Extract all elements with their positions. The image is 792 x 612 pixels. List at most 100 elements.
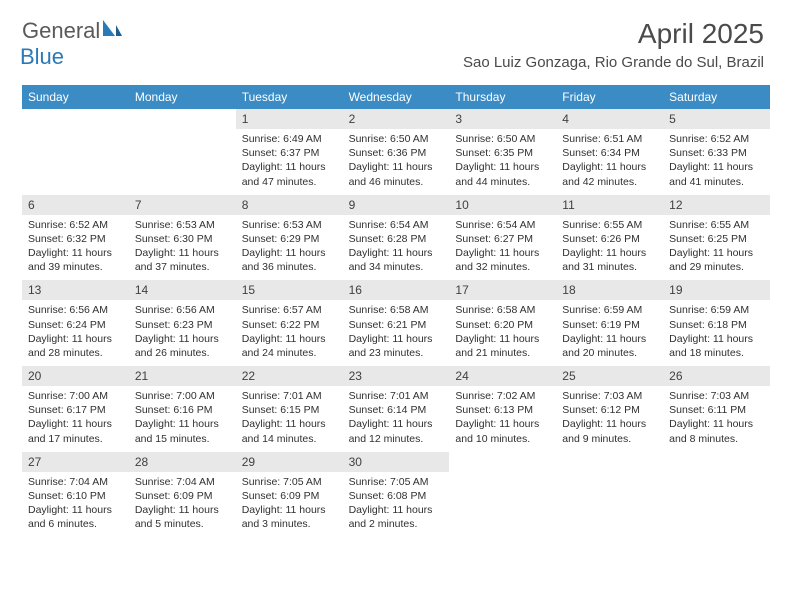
day-body: Sunrise: 6:50 AMSunset: 6:35 PMDaylight:… [449, 129, 556, 195]
day-body: Sunrise: 6:52 AMSunset: 6:32 PMDaylight:… [22, 215, 129, 281]
day-cell: 9Sunrise: 6:54 AMSunset: 6:28 PMDaylight… [343, 195, 450, 281]
daylight-text: Daylight: 11 hours and 47 minutes. [242, 160, 337, 188]
day-cell: 26Sunrise: 7:03 AMSunset: 6:11 PMDayligh… [663, 366, 770, 452]
header: General April 2025 Sao Luiz Gonzaga, Rio… [0, 0, 792, 75]
day-number: 13 [22, 280, 129, 300]
sunset-text: Sunset: 6:34 PM [562, 146, 657, 160]
sunset-text: Sunset: 6:18 PM [669, 318, 764, 332]
day-body: Sunrise: 6:55 AMSunset: 6:26 PMDaylight:… [556, 215, 663, 281]
week-row: 6Sunrise: 6:52 AMSunset: 6:32 PMDaylight… [22, 195, 770, 281]
day-number: 8 [236, 195, 343, 215]
sunrise-text: Sunrise: 7:02 AM [455, 389, 550, 403]
daylight-text: Daylight: 11 hours and 46 minutes. [349, 160, 444, 188]
day-number: 10 [449, 195, 556, 215]
sunrise-text: Sunrise: 6:50 AM [455, 132, 550, 146]
day-body: Sunrise: 7:00 AMSunset: 6:17 PMDaylight:… [22, 386, 129, 452]
daylight-text: Daylight: 11 hours and 24 minutes. [242, 332, 337, 360]
day-cell: 14Sunrise: 6:56 AMSunset: 6:23 PMDayligh… [129, 280, 236, 366]
day-cell [449, 452, 556, 538]
day-cell [22, 109, 129, 195]
daylight-text: Daylight: 11 hours and 44 minutes. [455, 160, 550, 188]
day-number: 3 [449, 109, 556, 129]
daylight-text: Daylight: 11 hours and 3 minutes. [242, 503, 337, 531]
day-cell: 7Sunrise: 6:53 AMSunset: 6:30 PMDaylight… [129, 195, 236, 281]
day-number: 4 [556, 109, 663, 129]
day-body: Sunrise: 6:51 AMSunset: 6:34 PMDaylight:… [556, 129, 663, 195]
weekday-header: Wednesday [343, 85, 450, 109]
daylight-text: Daylight: 11 hours and 36 minutes. [242, 246, 337, 274]
sunset-text: Sunset: 6:17 PM [28, 403, 123, 417]
day-number: 16 [343, 280, 450, 300]
sunset-text: Sunset: 6:29 PM [242, 232, 337, 246]
sunset-text: Sunset: 6:22 PM [242, 318, 337, 332]
week-row: 27Sunrise: 7:04 AMSunset: 6:10 PMDayligh… [22, 452, 770, 538]
sunset-text: Sunset: 6:14 PM [349, 403, 444, 417]
sunset-text: Sunset: 6:13 PM [455, 403, 550, 417]
sunrise-text: Sunrise: 6:54 AM [455, 218, 550, 232]
day-body: Sunrise: 7:05 AMSunset: 6:09 PMDaylight:… [236, 472, 343, 538]
weekday-header: Monday [129, 85, 236, 109]
sunset-text: Sunset: 6:33 PM [669, 146, 764, 160]
day-number: 11 [556, 195, 663, 215]
sunrise-text: Sunrise: 6:59 AM [562, 303, 657, 317]
weekday-header-row: SundayMondayTuesdayWednesdayThursdayFrid… [22, 85, 770, 109]
week-row: 1Sunrise: 6:49 AMSunset: 6:37 PMDaylight… [22, 109, 770, 195]
sunset-text: Sunset: 6:26 PM [562, 232, 657, 246]
weekday-header: Sunday [22, 85, 129, 109]
day-number: 23 [343, 366, 450, 386]
daylight-text: Daylight: 11 hours and 18 minutes. [669, 332, 764, 360]
sunrise-text: Sunrise: 6:52 AM [669, 132, 764, 146]
day-cell: 12Sunrise: 6:55 AMSunset: 6:25 PMDayligh… [663, 195, 770, 281]
logo-text-general: General [22, 18, 100, 44]
day-number: 21 [129, 366, 236, 386]
day-cell: 19Sunrise: 6:59 AMSunset: 6:18 PMDayligh… [663, 280, 770, 366]
sunset-text: Sunset: 6:12 PM [562, 403, 657, 417]
day-cell [129, 109, 236, 195]
day-cell: 18Sunrise: 6:59 AMSunset: 6:19 PMDayligh… [556, 280, 663, 366]
day-number: 7 [129, 195, 236, 215]
day-body: Sunrise: 6:56 AMSunset: 6:23 PMDaylight:… [129, 300, 236, 366]
location-subtitle: Sao Luiz Gonzaga, Rio Grande do Sul, Bra… [463, 54, 764, 71]
day-cell: 8 Sunrise: 6:53 AMSunset: 6:29 PMDaylight… [236, 195, 343, 281]
daylight-text: Daylight: 11 hours and 28 minutes. [28, 332, 123, 360]
page-title: April 2025 [463, 18, 764, 50]
day-body: Sunrise: 6:59 AMSunset: 6:19 PMDaylight:… [556, 300, 663, 366]
daylight-text: Daylight: 11 hours and 26 minutes. [135, 332, 230, 360]
day-body: Sunrise: 7:03 AMSunset: 6:12 PMDaylight:… [556, 386, 663, 452]
sunset-text: Sunset: 6:16 PM [135, 403, 230, 417]
daylight-text: Daylight: 11 hours and 6 minutes. [28, 503, 123, 531]
day-cell: 2Sunrise: 6:50 AMSunset: 6:36 PMDaylight… [343, 109, 450, 195]
day-cell: 27Sunrise: 7:04 AMSunset: 6:10 PMDayligh… [22, 452, 129, 538]
sunrise-text: Sunrise: 6:56 AM [28, 303, 123, 317]
day-cell: 11Sunrise: 6:55 AMSunset: 6:26 PMDayligh… [556, 195, 663, 281]
title-block: April 2025 Sao Luiz Gonzaga, Rio Grande … [463, 18, 764, 71]
day-number: 18 [556, 280, 663, 300]
daylight-text: Daylight: 11 hours and 15 minutes. [135, 417, 230, 445]
daylight-text: Daylight: 11 hours and 39 minutes. [28, 246, 123, 274]
daylight-text: Daylight: 11 hours and 21 minutes. [455, 332, 550, 360]
daylight-text: Daylight: 11 hours and 9 minutes. [562, 417, 657, 445]
day-cell: 1Sunrise: 6:49 AMSunset: 6:37 PMDaylight… [236, 109, 343, 195]
day-number: 22 [236, 366, 343, 386]
sunrise-text: Sunrise: 6:53 AM [242, 218, 337, 232]
day-body: Sunrise: 6:52 AMSunset: 6:33 PMDaylight:… [663, 129, 770, 195]
day-number: 30 [343, 452, 450, 472]
weekday-header: Saturday [663, 85, 770, 109]
daylight-text: Daylight: 11 hours and 14 minutes. [242, 417, 337, 445]
day-number: 26 [663, 366, 770, 386]
sunrise-text: Sunrise: 6:55 AM [562, 218, 657, 232]
day-number: 1 [236, 109, 343, 129]
day-number: 6 [22, 195, 129, 215]
day-number: 5 [663, 109, 770, 129]
weekday-header: Friday [556, 85, 663, 109]
day-cell: 24Sunrise: 7:02 AMSunset: 6:13 PMDayligh… [449, 366, 556, 452]
sunrise-text: Sunrise: 7:05 AM [242, 475, 337, 489]
day-body: Sunrise: 6:54 AMSunset: 6:27 PMDaylight:… [449, 215, 556, 281]
sunset-text: Sunset: 6:30 PM [135, 232, 230, 246]
sunset-text: Sunset: 6:36 PM [349, 146, 444, 160]
sunset-text: Sunset: 6:20 PM [455, 318, 550, 332]
daylight-text: Daylight: 11 hours and 29 minutes. [669, 246, 764, 274]
sunset-text: Sunset: 6:35 PM [455, 146, 550, 160]
calendar: SundayMondayTuesdayWednesdayThursdayFrid… [22, 85, 770, 537]
sunrise-text: Sunrise: 7:01 AM [242, 389, 337, 403]
